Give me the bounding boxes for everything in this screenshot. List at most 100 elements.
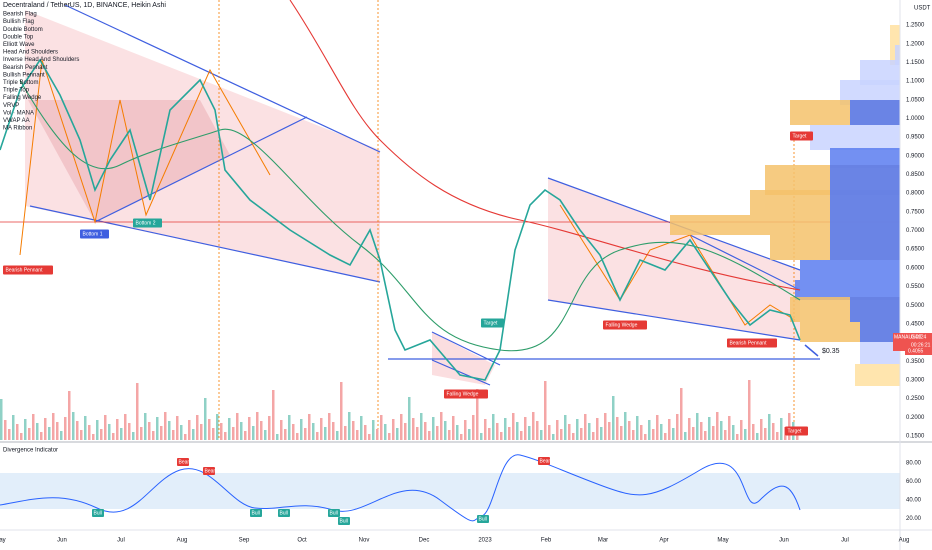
volume-bar [548,425,551,440]
time-tick: Sep [239,538,250,544]
signal-bg [328,509,340,517]
volume-bar [312,423,315,440]
volume-bar [4,420,7,440]
profile-bar [895,45,900,65]
volume-bar [52,413,55,440]
price-tick: 0.9500 [906,135,925,141]
volume-bar [580,428,583,440]
time-tick: Oct [297,538,307,544]
signal-bg [177,458,189,466]
price-tick: 0.3000 [906,377,925,383]
volume-bar [348,412,351,440]
volume-bar [488,428,491,440]
volume-bar [604,413,607,440]
volume-bar [472,415,475,440]
volume-bar [776,432,779,440]
volume-bar [24,419,27,440]
last-label: 0.4055 [908,348,924,354]
volume-bar [616,417,619,440]
volume-bar [704,431,707,440]
volume-bar [120,428,123,440]
volume-bar [528,426,531,440]
volume-bar [12,415,15,440]
volume-bar [280,420,283,440]
price-tick: 1.2500 [906,23,925,29]
volume-bar [92,434,95,440]
price-tick: 0.2000 [906,415,925,421]
volume-bar [228,418,231,440]
indicator-name: Falling Wedge [3,95,42,101]
volume-bar [656,415,659,440]
volume-bar [156,417,159,440]
volume-bar [380,415,383,440]
volume-bar [540,430,543,440]
volume-bar [500,432,503,440]
volume-bar [664,433,667,440]
volume-bar [448,430,451,440]
volume-bar [204,398,207,440]
volume-bar [516,422,519,440]
target-arrow [804,344,819,357]
annotation: Falling Wedge [606,322,638,328]
volume-bar [684,432,687,440]
time-tick: Jun [779,538,789,544]
volume-bar [140,427,143,440]
volume-bar [396,428,399,440]
volume-bar [444,421,447,440]
volume-bar [384,424,387,440]
volume-bar [532,412,535,440]
price-tick: 0.5000 [906,303,925,309]
last-badge [905,347,932,355]
volume-bar [596,418,599,440]
volume-bar [272,390,275,440]
volume-bar [544,381,547,440]
volume-bar [404,423,407,440]
annotation: Target [484,320,499,326]
volume-bar [304,428,307,440]
volume-bar [240,422,243,440]
time-tick: Aug [899,538,910,544]
profile-bar [830,215,900,235]
signal: Bear [540,458,551,464]
volume-bar [712,426,715,440]
volume-bar [324,427,327,440]
time-tick: May [717,538,728,544]
price-tick: 1.0000 [906,116,925,122]
volume-bar [160,426,163,440]
volume-bar [744,429,747,440]
volume-bar [84,416,87,440]
volume-bar [612,396,615,440]
volume-bar [252,426,255,440]
volume-bar [436,426,439,440]
volume-bar [416,427,419,440]
volume-bar [756,433,759,440]
volume-bar [20,433,23,440]
indicator-name: VRVP [3,103,19,109]
volume-bar [748,380,751,440]
volume-bar [492,414,495,440]
annotation: Target [793,133,808,139]
time-tick: Mar [598,538,608,544]
volume-bar [0,399,3,440]
volume-bar [696,413,699,440]
annotation-bg [785,426,808,436]
annotation: Bottom 2 [136,220,156,226]
indicator-name: Vol · MANA [3,110,34,116]
volume-bar [688,418,691,440]
profile-bar [800,260,900,280]
volume-bar [644,434,647,440]
volume-bar [192,429,195,440]
annotation: Bearish Pennant [6,267,44,273]
ma-slow [289,0,801,291]
oscillator-tick: 40.00 [906,498,922,504]
target-callout: $0.35 [822,348,840,355]
oscillator-title: Divergence Indicator [3,448,58,454]
volume-bar [168,421,171,440]
ma-fast [19,79,801,352]
annotation-bg [80,229,109,239]
volume-bar [28,428,31,440]
indicator-name: Bearish Flag [3,12,37,18]
volume-bar [576,419,579,440]
volume-bar [572,433,575,440]
